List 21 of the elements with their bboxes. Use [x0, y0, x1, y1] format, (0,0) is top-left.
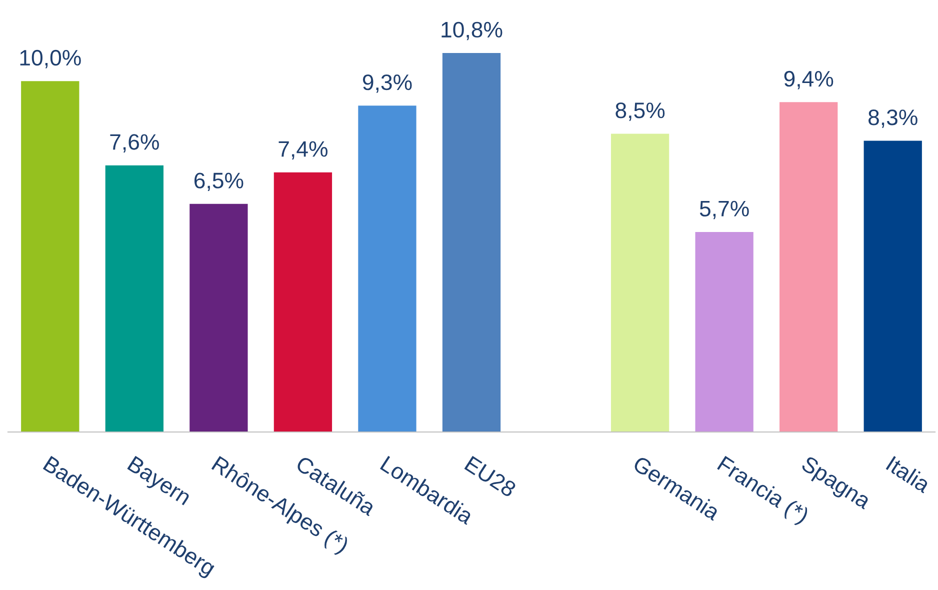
- data-label: 8,5%: [616, 102, 665, 121]
- data-label: 6,5%: [194, 172, 244, 192]
- bar: [442, 53, 501, 432]
- bar: [358, 106, 416, 432]
- data-label: 10,8%: [442, 22, 502, 40]
- data-label: 7,4%: [278, 141, 328, 160]
- data-label: 10,0%: [20, 50, 81, 68]
- data-label: 7,6%: [110, 134, 159, 152]
- bar: [21, 81, 80, 432]
- data-label: 9,3%: [362, 74, 412, 93]
- bar: [864, 140, 922, 432]
- data-label: 5,7%: [700, 200, 749, 220]
- data-label: 9,4%: [784, 70, 834, 90]
- bar: [190, 204, 248, 432]
- x-tick-label: Italia: [886, 455, 932, 494]
- bar: [105, 165, 164, 432]
- bar: [610, 134, 670, 432]
- data-label: 8,3%: [868, 110, 918, 128]
- bar: [695, 232, 754, 432]
- bar: [274, 172, 332, 432]
- bar: [780, 102, 838, 432]
